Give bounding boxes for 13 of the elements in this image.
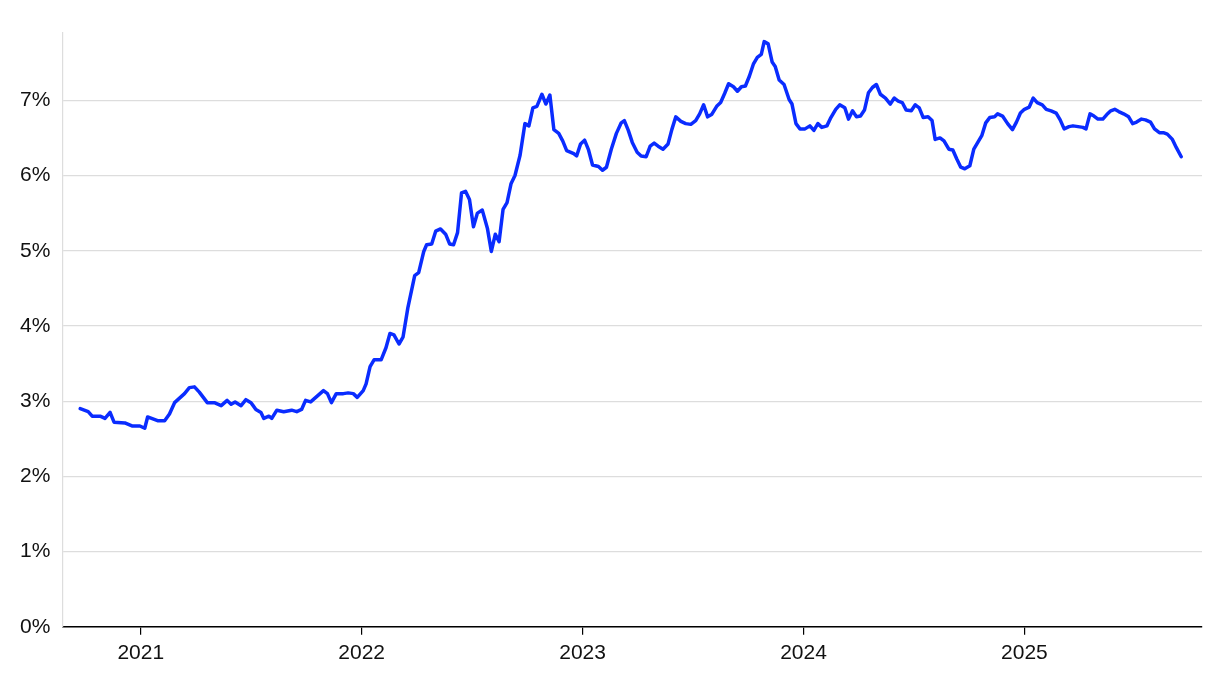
y-tick-label: 2% xyxy=(19,463,51,487)
y-tick-label: 4% xyxy=(19,312,51,336)
y-tick-label: 1% xyxy=(19,538,51,562)
x-tick-label: 2023 xyxy=(559,640,606,664)
x-tick-label: 2022 xyxy=(338,640,386,664)
x-tick-label: 2024 xyxy=(780,640,828,664)
y-tick-label: 0% xyxy=(19,613,51,637)
y-tick-label: 3% xyxy=(19,387,51,411)
x-tick-label: 2025 xyxy=(1001,640,1048,664)
y-tick-label: 5% xyxy=(19,237,51,261)
y-tick-label: 6% xyxy=(19,162,51,186)
y-tick-label: 7% xyxy=(19,87,51,111)
x-tick-label: 2021 xyxy=(117,640,165,664)
